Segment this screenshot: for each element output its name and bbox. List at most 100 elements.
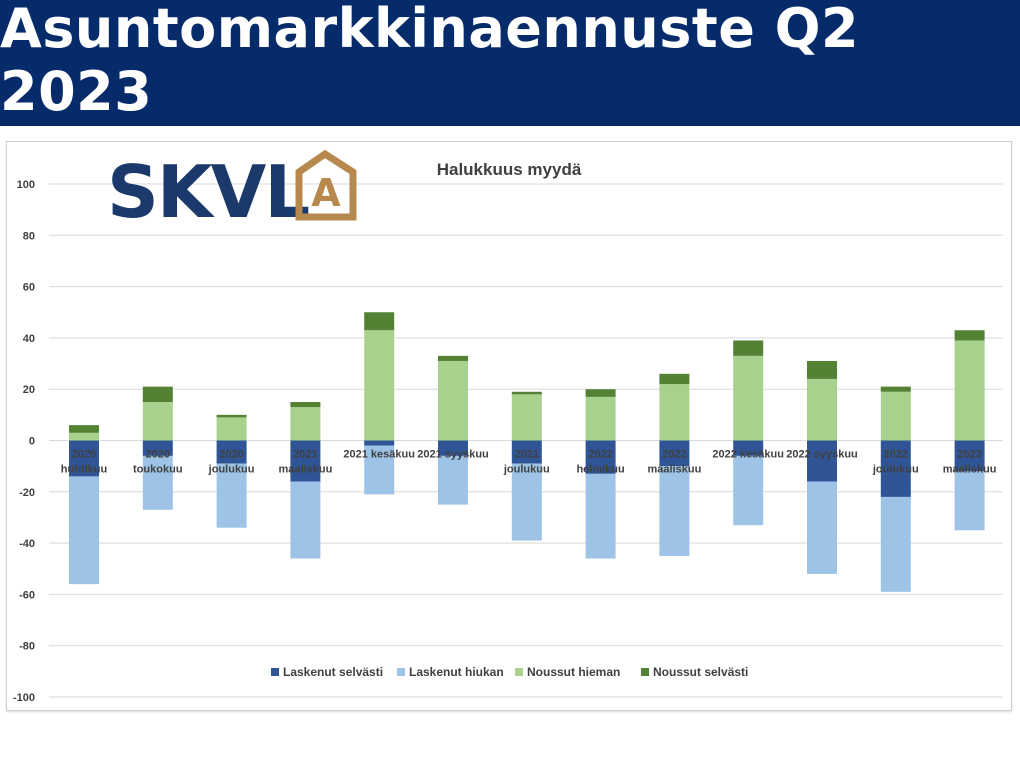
bar-segment	[585, 440, 616, 474]
bar-segment	[438, 440, 468, 456]
legend-entry: Laskenut hiukan	[409, 665, 504, 679]
bar-segment	[216, 417, 247, 441]
bar-segment	[880, 496, 911, 592]
bar-segment	[142, 440, 173, 456]
bar-segment	[364, 330, 395, 441]
bar-segment	[290, 402, 321, 408]
bar-segment	[216, 414, 247, 418]
bar-segment	[880, 440, 911, 497]
bar-segment	[954, 471, 985, 531]
legend-entry: Noussut selvästi	[653, 665, 748, 679]
x-category-label: toukokuu	[133, 464, 183, 476]
bar-segment	[142, 455, 173, 510]
bar-segment	[69, 476, 99, 585]
bar-segment	[216, 463, 247, 528]
y-tick-label: -40	[19, 538, 35, 550]
chart-title: Halukkuus myydä	[437, 160, 582, 179]
x-category-label: joulukuu	[872, 464, 919, 476]
bar-segment	[733, 440, 764, 456]
x-category-label: 2022	[662, 449, 686, 461]
bar-segment	[511, 391, 542, 395]
legend-entry: Laskenut selvästi	[283, 665, 383, 679]
bar-segment	[364, 445, 395, 495]
legend-swatch	[397, 668, 405, 676]
legend-entry: Noussut hieman	[527, 665, 620, 679]
bar-segment	[511, 463, 542, 541]
bar-segment	[733, 340, 764, 356]
skvl-logo: SKVL A	[107, 149, 357, 234]
legend-swatch	[271, 668, 279, 676]
logo-house-letter: A	[311, 171, 341, 215]
y-tick-label: 40	[23, 333, 35, 345]
bar-segment	[954, 330, 985, 341]
chart-svg: -100 -80 -60 -40 -20 0 20 40 60 80 100 2020 huhtiku…	[13, 149, 1003, 704]
bar-segment	[142, 386, 173, 403]
x-category-label: 2021 syyskuu	[417, 449, 489, 461]
y-tick-label: 0	[29, 436, 35, 448]
x-category-label: 2020	[219, 449, 243, 461]
x-category-label: 2020	[146, 449, 170, 461]
x-category-label: joulukuu	[503, 464, 550, 476]
y-tick-label: -100	[13, 692, 35, 704]
bar-segment	[69, 440, 99, 477]
bar-segment	[69, 425, 99, 433]
x-category-label: maaliskuu	[943, 464, 997, 476]
legend-swatch	[515, 668, 523, 676]
bar-segment	[511, 440, 542, 464]
bar-segment	[290, 407, 321, 441]
bar-segment	[807, 481, 837, 574]
y-tick-label: 20	[23, 384, 35, 396]
x-category-label: 2021	[515, 449, 539, 461]
x-category-label: maaliskuu	[278, 464, 332, 476]
x-category-label: 2020	[72, 449, 96, 461]
x-category-label: joulukuu	[208, 464, 255, 476]
x-category-label: 2021 kesäkuu	[343, 449, 415, 461]
bar-segment	[290, 440, 321, 482]
bar-segment	[364, 312, 395, 331]
bar-segment	[659, 373, 690, 385]
header-banner: Asuntomarkkinaennuste Q2 2023	[0, 0, 1020, 126]
bar-segment	[733, 355, 764, 441]
bar-segment	[880, 386, 911, 392]
bar-segment	[659, 440, 690, 467]
y-tick-label: 60	[23, 282, 35, 294]
logo-wordmark: SKVL	[107, 150, 308, 234]
bar-segment	[438, 355, 468, 361]
bar-segment	[438, 455, 468, 505]
bar-segment	[585, 396, 616, 441]
bar-segment	[364, 440, 395, 446]
bar-segment	[659, 466, 690, 556]
x-category-label: 2022 syyskuu	[786, 449, 858, 461]
x-category-label: 2023	[957, 449, 981, 461]
bar-segment	[438, 360, 468, 441]
x-category-label: 2022 kesäkuu	[712, 449, 784, 461]
chart-frame: -100 -80 -60 -40 -20 0 20 40 60 80 100 2020 huhtiku…	[6, 141, 1012, 711]
bar-segment	[585, 473, 616, 559]
bar-segment	[954, 440, 985, 472]
x-category-label: huhtikuu	[61, 464, 107, 476]
bar-segment	[511, 394, 542, 441]
bar-segment	[69, 432, 99, 441]
bar-segment	[142, 402, 173, 441]
x-category-label: 2022	[884, 449, 908, 461]
bar-segment	[290, 481, 321, 559]
y-tick-label: -60	[19, 589, 35, 601]
y-tick-label: 80	[23, 230, 35, 242]
x-category-label: helmikuu	[576, 464, 624, 476]
chart-legend: Laskenut selvästi Laskenut hiukan Noussut …	[271, 665, 748, 679]
logo-house-icon	[295, 149, 357, 221]
y-tick-label: -20	[19, 487, 35, 499]
bar-segment	[585, 389, 616, 397]
y-tick-label: 100	[17, 179, 35, 191]
x-category-label: maaliskuu	[647, 464, 701, 476]
bar-segment	[659, 384, 690, 441]
y-tick-label: -80	[19, 641, 35, 653]
bar-segment	[880, 391, 911, 441]
bar-segment	[807, 440, 837, 482]
legend-swatch	[641, 668, 649, 676]
bar-segment	[733, 455, 764, 526]
x-category-label: 2021	[293, 449, 317, 461]
bar-segment	[954, 340, 985, 441]
bar-segment	[216, 440, 247, 464]
bar-segment	[807, 360, 837, 379]
